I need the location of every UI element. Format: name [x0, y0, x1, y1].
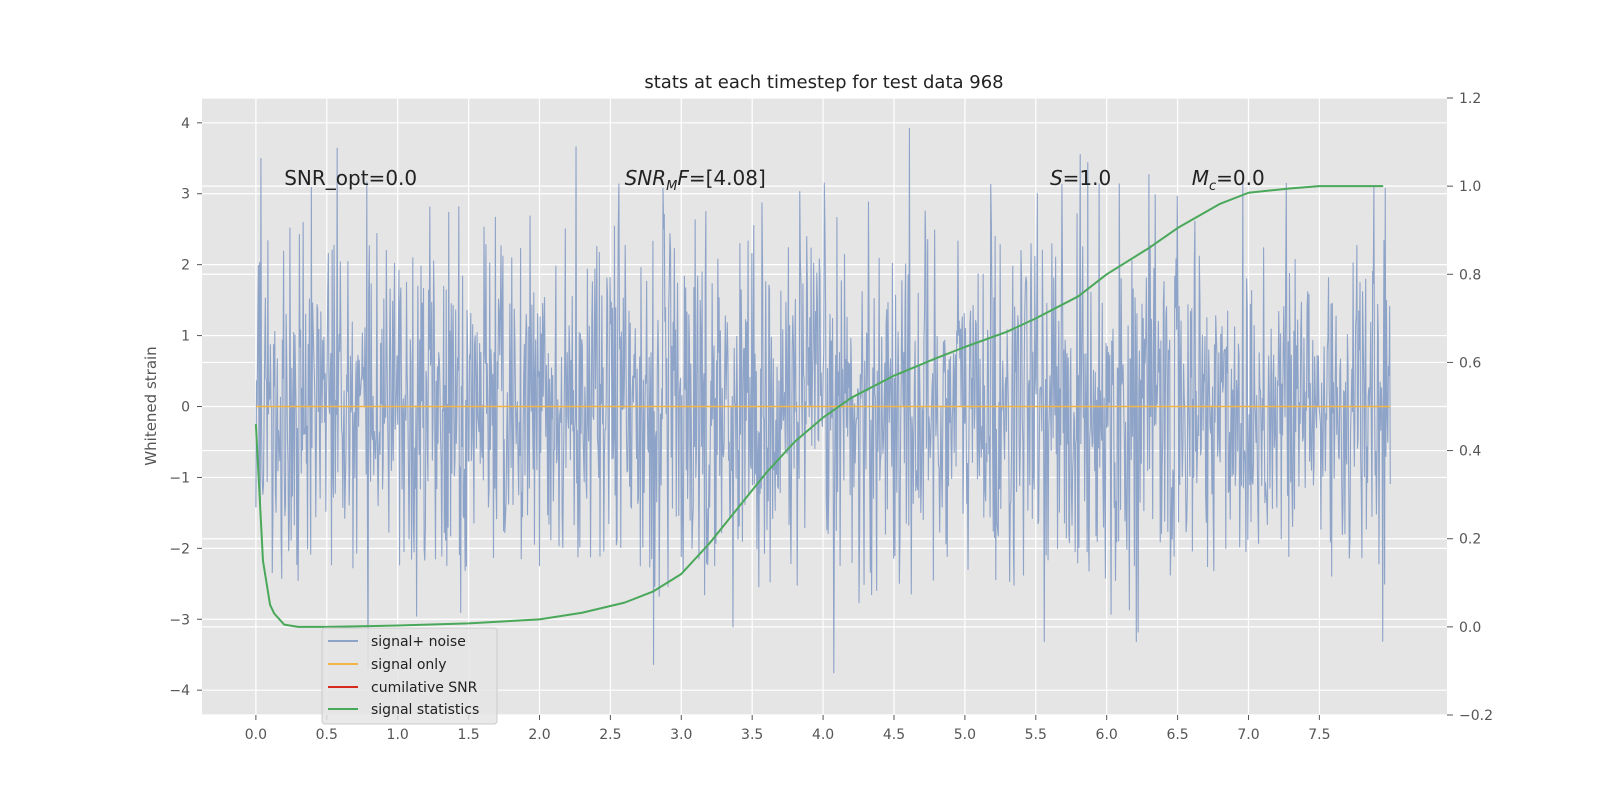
y2-tick-label: 1.0	[1459, 179, 1481, 195]
x-tick-label: 7.0	[1237, 727, 1259, 743]
y-tick-label: 1	[181, 329, 190, 345]
x-tick-label: 4.5	[883, 727, 905, 743]
annotations: SNR_opt=0.0 SNRMF=[4.08] S=1.0 Mc=0.0	[284, 166, 1265, 194]
signal-statistics-line	[254, 185, 1384, 628]
legend-label-signal-plus-noise: signal+ noise	[371, 634, 466, 650]
legend: signal+ noise signal only cumilative SNR…	[321, 627, 498, 725]
y2-tick-label: 0.4	[1459, 444, 1481, 460]
y2-tick-label: 0.6	[1459, 355, 1481, 371]
x-tick-label: 4.0	[812, 727, 834, 743]
chart-title: stats at each timestep for test data 968	[644, 72, 1003, 93]
y2-tick-label: 1.2	[1459, 91, 1481, 107]
x-tick-label: 5.0	[954, 727, 976, 743]
legend-label-cumulative-snr: cumilative SNR	[371, 680, 478, 696]
annotation-snr-mf: SNRMF=[4.08]	[625, 166, 766, 194]
x-tick-label: 0.0	[245, 727, 267, 743]
y2-axis-ticks: −0.2 0.0 0.2 0.4 0.6 0.8 1.0 1.2	[1447, 91, 1493, 724]
x-tick-label: 2.0	[528, 727, 550, 743]
y-tick-label: 4	[181, 116, 190, 132]
y-axis-ticks: −4 −3 −2 −1 0 1 2 3 4	[169, 116, 202, 699]
x-tick-label: 5.5	[1025, 727, 1047, 743]
y-tick-label: −3	[169, 612, 190, 628]
legend-label-signal-statistics: signal statistics	[371, 702, 479, 718]
annotation-s-value: S=1.0	[1050, 166, 1111, 190]
y-tick-label: 0	[181, 400, 190, 416]
y-tick-label: −2	[169, 541, 190, 557]
x-axis-ticks: 0.0 0.5 1.0 1.5 2.0 2.5 3.0 3.5 4.0 4.5 5.0 5.5 6.0 6…	[245, 715, 1331, 743]
x-tick-label: 7.5	[1308, 727, 1330, 743]
y-tick-label: 2	[181, 258, 190, 274]
x-tick-label: 1.0	[387, 727, 409, 743]
y-tick-label: −4	[169, 683, 190, 699]
x-tick-label: 0.5	[316, 727, 338, 743]
y2-tick-label: −0.2	[1459, 708, 1493, 724]
series-signal-statistics	[254, 185, 1384, 628]
x-tick-label: 3.0	[670, 727, 692, 743]
signal-plus-noise-line	[255, 127, 1391, 674]
x-tick-label: 6.0	[1096, 727, 1118, 743]
legend-box	[321, 627, 498, 725]
annotation-mc-value: Mc=0.0	[1192, 166, 1265, 194]
x-tick-label: 3.5	[741, 727, 763, 743]
y2-tick-label: 0.8	[1459, 267, 1481, 283]
x-tick-label: 6.5	[1166, 727, 1188, 743]
x-tick-label: 2.5	[599, 727, 621, 743]
y-tick-label: −1	[169, 470, 190, 486]
annotation-snr-opt: SNR_opt=0.0	[284, 166, 417, 190]
y2-tick-label: 0.0	[1459, 620, 1481, 636]
series-signal-plus-noise	[255, 127, 1391, 674]
y-axis-label: Whitened strain	[142, 346, 160, 465]
y2-tick-label: 0.2	[1459, 532, 1481, 548]
y-tick-label: 3	[181, 187, 190, 203]
x-tick-label: 1.5	[457, 727, 479, 743]
legend-label-signal-only: signal only	[371, 657, 446, 673]
